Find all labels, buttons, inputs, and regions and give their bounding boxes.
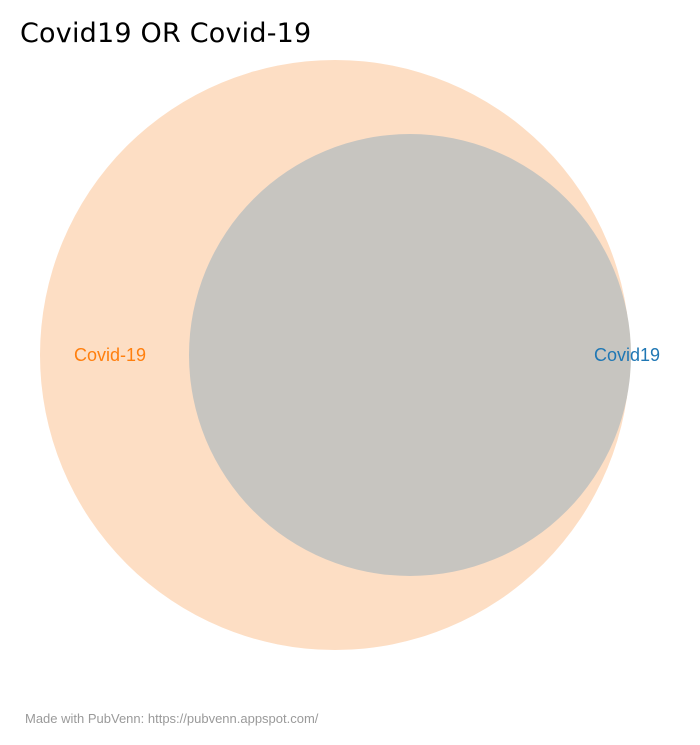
set-label-covid-19: Covid-19 [74, 345, 146, 365]
set-circle-covid19[interactable] [189, 134, 631, 576]
set-label-covid19: Covid19 [594, 345, 660, 365]
diagram-title: Covid19 OR Covid-19 [20, 18, 312, 49]
attribution-footer: Made with PubVenn: https://pubvenn.appsp… [25, 711, 319, 726]
